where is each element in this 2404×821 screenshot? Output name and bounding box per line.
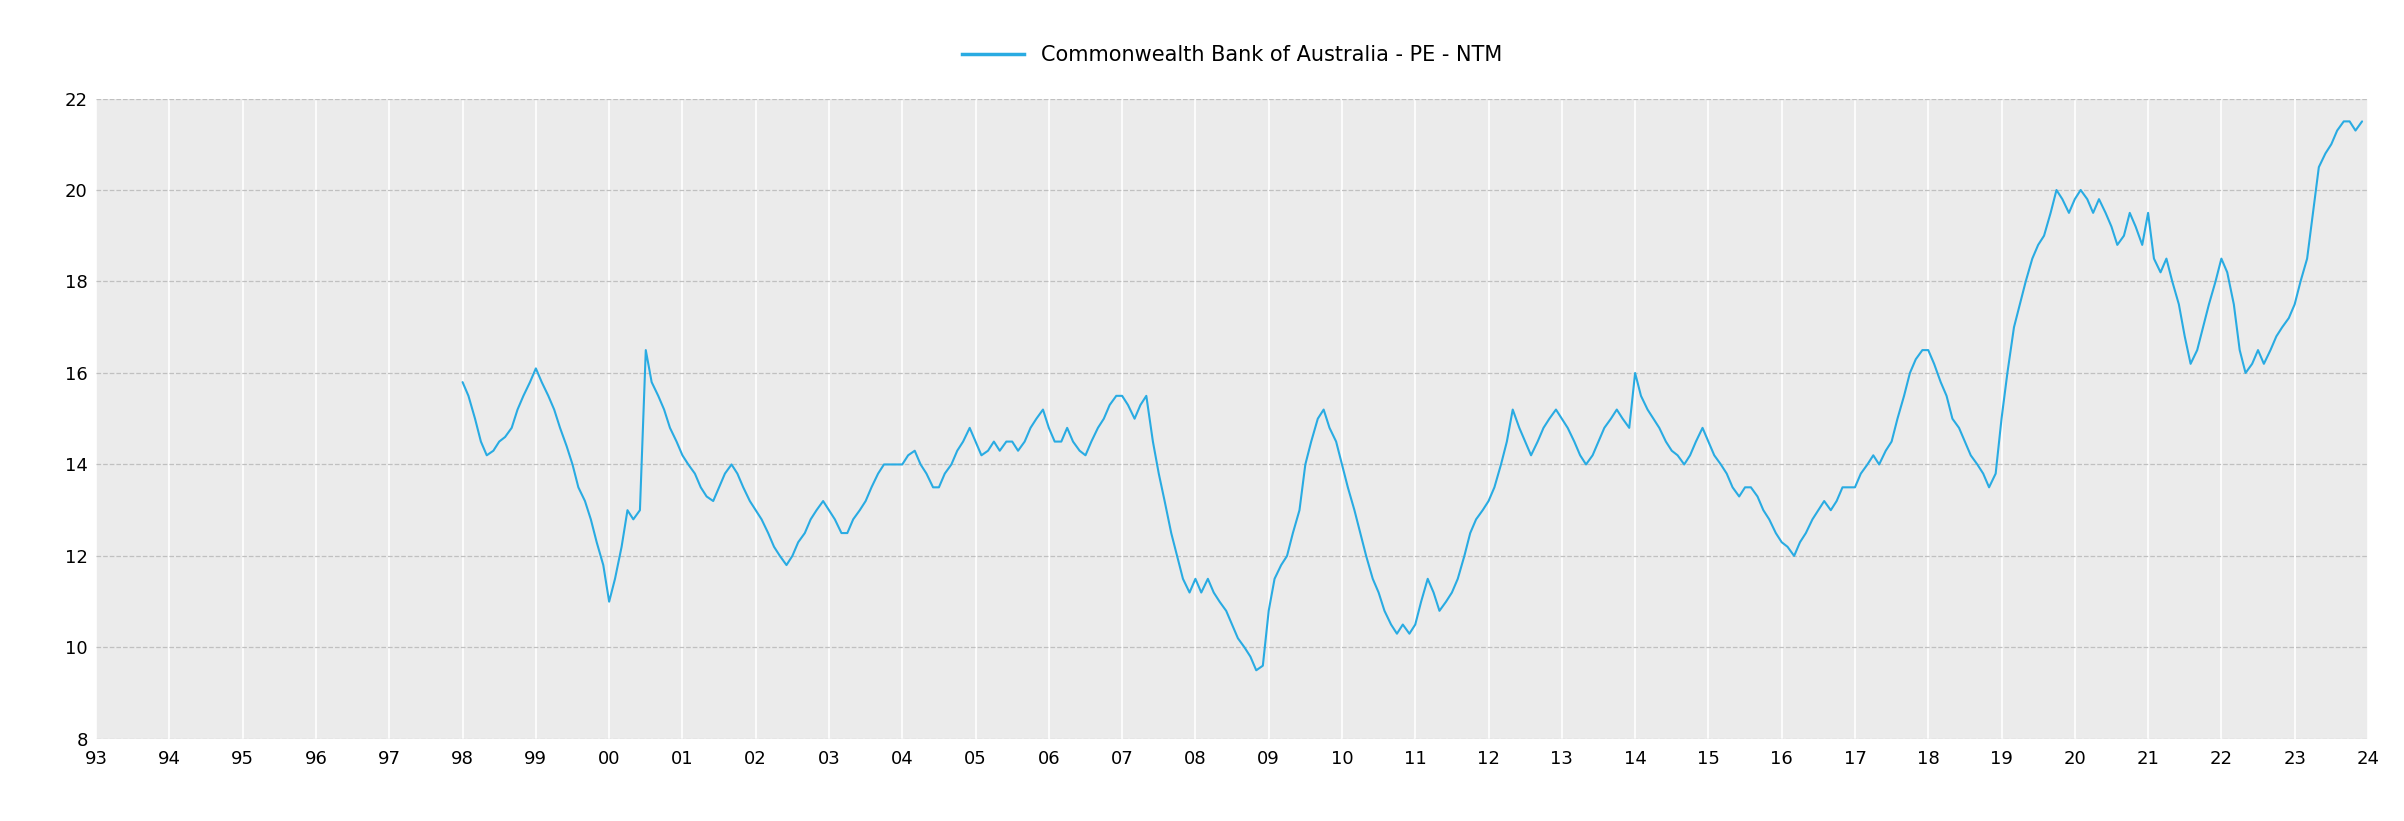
Legend: Commonwealth Bank of Australia - PE - NTM: Commonwealth Bank of Australia - PE - NT… (962, 45, 1502, 65)
